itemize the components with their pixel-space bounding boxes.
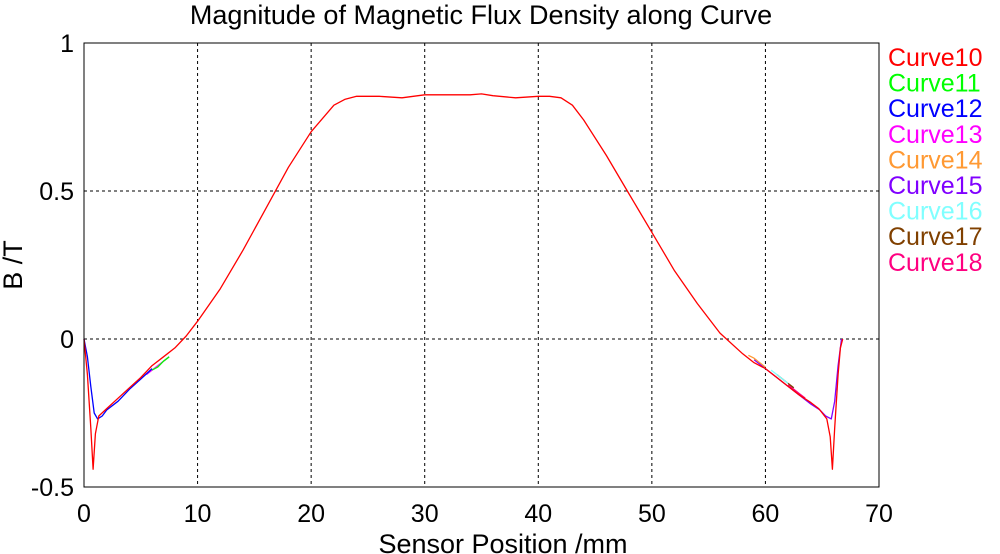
legend-entry-curve15[interactable]: Curve15 (888, 172, 983, 200)
y-tick-label: 0 (60, 326, 74, 354)
y-tick-label: 1 (60, 30, 74, 58)
y-tick-label: 0.5 (39, 178, 74, 206)
x-tick-label: 70 (865, 500, 893, 528)
y-axis-label: B /T (0, 240, 28, 290)
x-tick-label: 0 (77, 500, 91, 528)
series-line-curve11 (151, 356, 170, 371)
legend-entry-curve17[interactable]: Curve17 (888, 223, 983, 251)
series-line-curve14 (748, 354, 766, 368)
series-line-curve12 (83, 338, 153, 420)
x-tick-label: 50 (638, 500, 666, 528)
series-line-curve16 (770, 369, 789, 384)
grid-layer (84, 43, 879, 487)
legend-entry-curve10[interactable]: Curve10 (888, 44, 983, 72)
legend-entry-curve14[interactable]: Curve14 (888, 146, 983, 174)
x-tick-label: 40 (524, 500, 552, 528)
x-tick-label: 10 (184, 500, 212, 528)
plot-frame (83, 42, 880, 488)
series-line-curve10 (83, 93, 844, 470)
series-layer (83, 93, 844, 470)
x-tick-label: 30 (411, 500, 439, 528)
x-tick-label: 20 (297, 500, 325, 528)
chart-title: Magnitude of Magnetic Flux Density along… (190, 0, 772, 30)
legend-entry-curve13[interactable]: Curve13 (888, 121, 983, 149)
y-tick-label: -0.5 (31, 474, 74, 502)
legend-entry-curve11[interactable]: Curve11 (888, 70, 981, 98)
y-tick-labels: -0.5 0 0.5 1 (31, 30, 74, 502)
x-tick-label: 60 (752, 500, 780, 528)
x-axis-label: Sensor Position /mm (378, 529, 627, 554)
legend-entry-curve12[interactable]: Curve12 (888, 95, 983, 123)
series-line-curve18 (787, 384, 806, 399)
legend-entry-curve18[interactable]: Curve18 (888, 249, 983, 277)
legend[interactable]: Curve10Curve11Curve12Curve13Curve14Curve… (888, 44, 983, 277)
x-tick-labels: 0 10 20 30 40 50 60 70 (77, 500, 893, 528)
legend-entry-curve16[interactable]: Curve16 (888, 198, 983, 226)
